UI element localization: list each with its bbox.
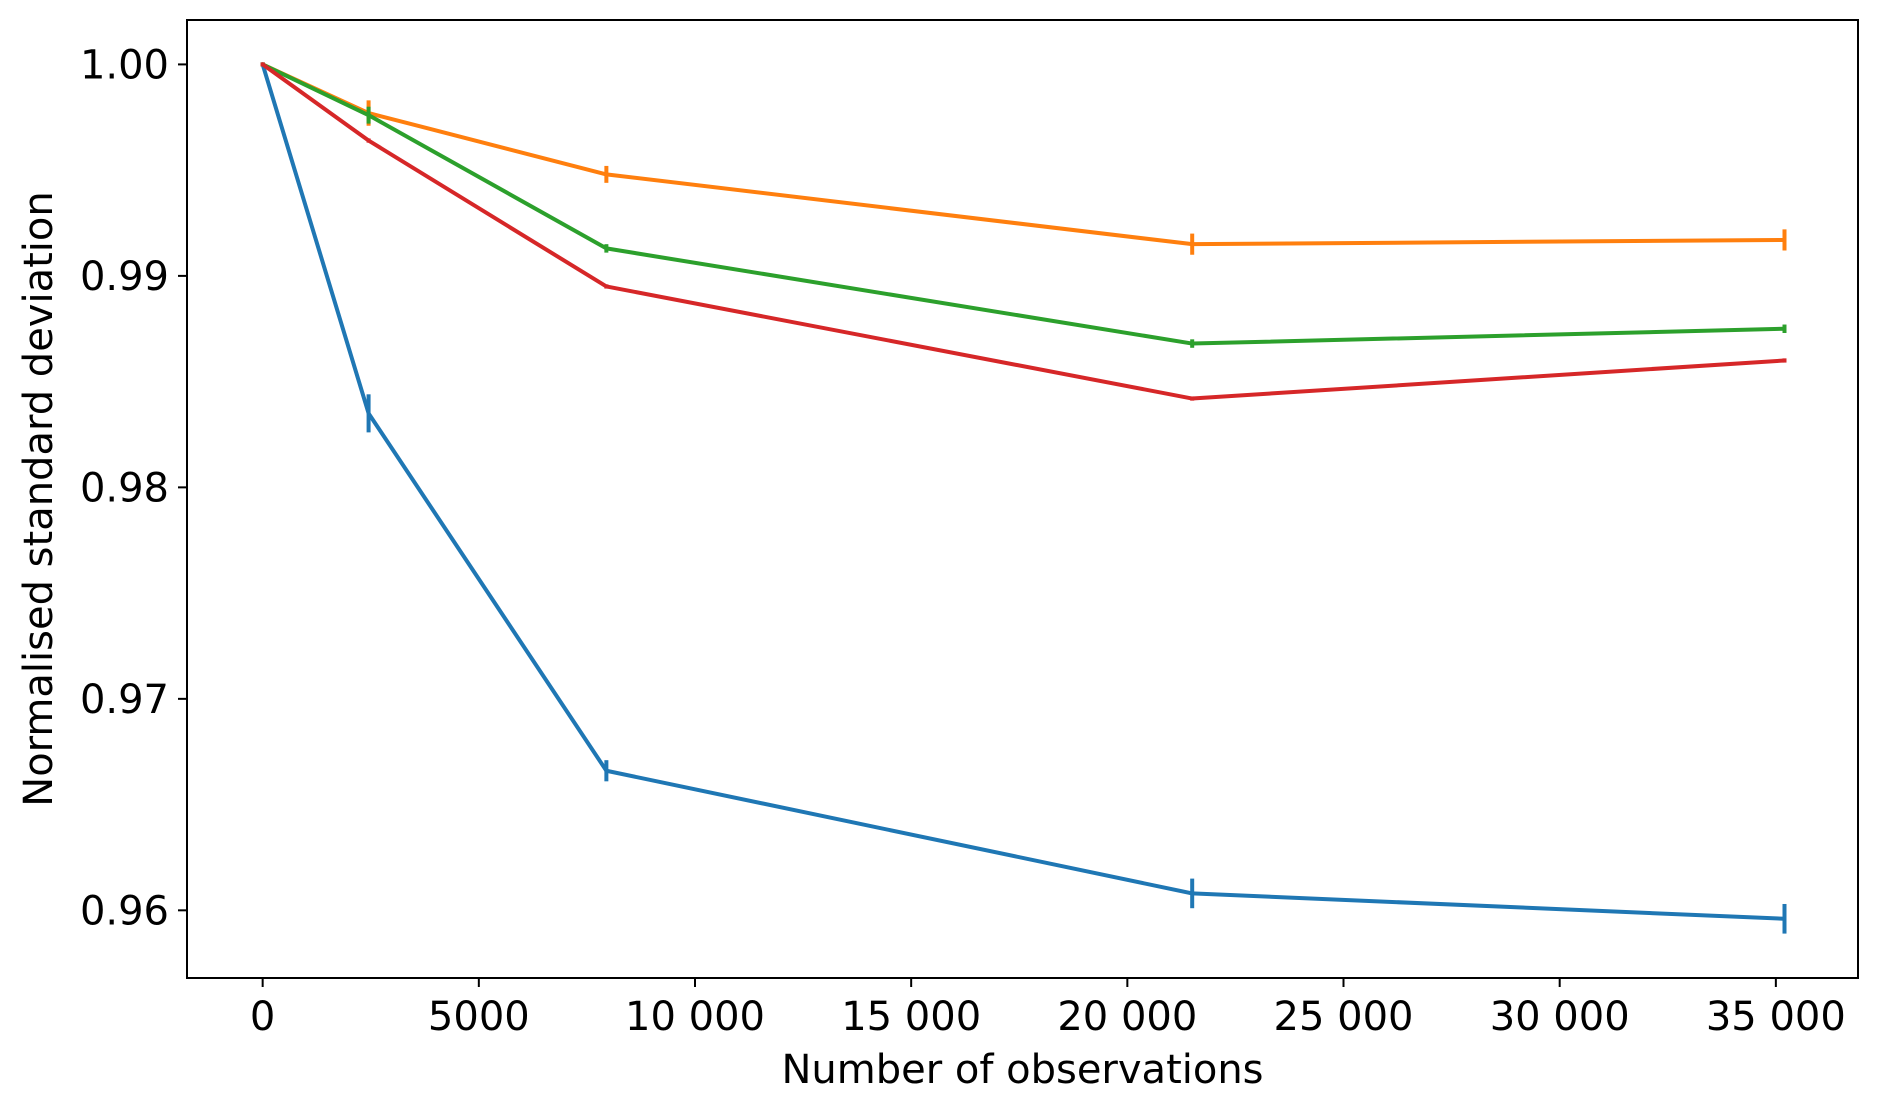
plot-area bbox=[187, 20, 1858, 978]
y-tick-label: 0.97 bbox=[80, 677, 169, 723]
y-tick-label: 1.00 bbox=[80, 42, 169, 88]
y-tick-label: 0.96 bbox=[80, 888, 169, 934]
x-tick-label: 10 000 bbox=[625, 994, 765, 1040]
x-tick-label: 15 000 bbox=[841, 994, 981, 1040]
x-tick-label: 35 000 bbox=[1706, 994, 1846, 1040]
y-tick-label: 0.99 bbox=[80, 254, 169, 300]
x-tick-label: 5000 bbox=[428, 994, 530, 1040]
y-axis-label: Normalised standard deviation bbox=[16, 191, 62, 806]
x-tick-label: 0 bbox=[250, 994, 275, 1040]
x-axis-label: Number of observations bbox=[781, 1047, 1263, 1093]
x-tick-label: 25 000 bbox=[1274, 994, 1414, 1040]
x-tick-label: 20 000 bbox=[1057, 994, 1197, 1040]
x-tick-label: 30 000 bbox=[1490, 994, 1630, 1040]
y-tick-label: 0.98 bbox=[80, 465, 169, 511]
